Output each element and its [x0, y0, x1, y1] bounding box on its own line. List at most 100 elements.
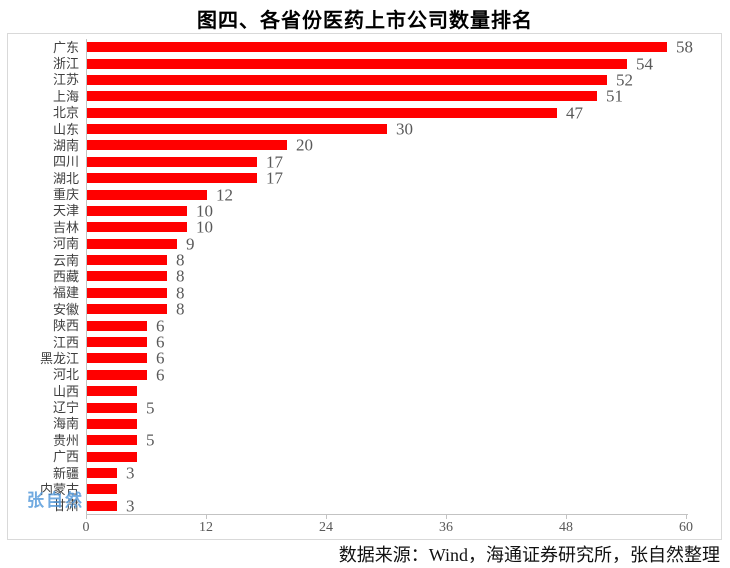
tick-label: 24 — [319, 520, 333, 535]
bar — [87, 287, 167, 298]
tick-mark — [206, 515, 207, 519]
category-label: 山西 — [52, 383, 79, 399]
bar — [87, 189, 207, 200]
value-label: 58 — [676, 37, 693, 57]
bar — [87, 402, 137, 413]
plot-frame: 广东 58 浙江 54 江苏 52 上海 51 北京 47 山东 30 湖南 20 四川 17 湖北 17 重庆 12… — [7, 33, 722, 540]
bar — [87, 156, 257, 167]
bar — [87, 91, 597, 102]
bar-row: 西藏 8 — [8, 266, 721, 286]
tick-mark — [566, 515, 567, 519]
bar — [87, 304, 167, 315]
bar-row: 山西 — [8, 383, 721, 399]
value-label: 10 — [196, 201, 213, 221]
value-label: 52 — [616, 70, 633, 90]
value-label: 9 — [186, 234, 195, 254]
bar-row: 河南 9 — [8, 234, 721, 254]
category-label: 上海 — [52, 88, 79, 104]
category-label: 山东 — [52, 121, 79, 137]
category-label: 湖南 — [52, 137, 79, 153]
category-label: 江西 — [52, 334, 79, 350]
category-label: 浙江 — [52, 56, 79, 72]
category-label: 重庆 — [52, 187, 79, 203]
tick-label: 48 — [559, 520, 573, 535]
bar — [87, 337, 147, 347]
category-label: 黑龙江 — [39, 350, 79, 366]
tick-label: 0 — [82, 520, 90, 535]
bar-row: 山东 30 — [8, 119, 721, 139]
value-label: 3 — [126, 496, 135, 516]
bar — [87, 500, 117, 511]
category-label: 辽宁 — [52, 400, 79, 416]
value-label: 3 — [126, 463, 135, 483]
category-label: 河北 — [52, 367, 79, 383]
value-label: 30 — [396, 119, 413, 139]
value-label: 5 — [146, 430, 155, 450]
value-label: 8 — [176, 250, 185, 270]
tick-mark — [86, 515, 87, 519]
bar-row: 内蒙古 — [8, 481, 721, 497]
value-label: 20 — [296, 135, 313, 155]
bar — [87, 42, 667, 53]
bar-row: 浙江 54 — [8, 54, 721, 74]
bar-row: 云南 8 — [8, 250, 721, 270]
bar — [87, 140, 287, 151]
category-label: 甘肃 — [52, 498, 79, 514]
bar — [87, 107, 557, 118]
bar — [87, 58, 627, 69]
value-label: 6 — [156, 365, 165, 385]
value-label: 8 — [176, 266, 185, 286]
category-label: 陕西 — [52, 318, 79, 334]
bar-row: 河北 6 — [8, 365, 721, 385]
bar-row: 贵州 5 — [8, 430, 721, 450]
bar-row: 江西 6 — [8, 332, 721, 352]
bar — [87, 418, 137, 429]
category-label: 北京 — [52, 105, 79, 121]
bar — [87, 451, 137, 462]
bar-row: 天津 10 — [8, 201, 721, 221]
category-label: 安徽 — [52, 301, 79, 317]
bar-row: 吉林 10 — [8, 219, 721, 236]
bar-row: 陕西 6 — [8, 317, 721, 334]
bar-row: 北京 47 — [8, 104, 721, 121]
value-label: 17 — [266, 168, 283, 188]
bar — [87, 271, 167, 282]
value-label: 6 — [156, 348, 165, 368]
tick-label: 12 — [199, 520, 213, 535]
watermark: 张自然 — [27, 491, 84, 510]
bar-row: 湖南 20 — [8, 135, 721, 155]
source-note: 数据来源：Wind，海通证券研究所，张自然整理 — [338, 545, 720, 565]
value-label: 8 — [176, 283, 185, 303]
x-axis-line — [86, 514, 688, 515]
category-label: 河南 — [52, 236, 79, 252]
bar — [87, 435, 137, 446]
bar-row: 福建 8 — [8, 283, 721, 303]
bar-row: 上海 51 — [8, 88, 721, 105]
bar-row: 重庆 12 — [8, 186, 721, 203]
bar — [87, 369, 147, 380]
category-label: 广东 — [52, 39, 79, 55]
tick-mark — [446, 515, 447, 519]
value-label: 6 — [156, 332, 165, 352]
bar-row: 新疆 3 — [8, 463, 721, 483]
category-label: 四川 — [52, 154, 79, 170]
bar-row: 黑龙江 6 — [8, 348, 721, 368]
value-label: 54 — [636, 54, 653, 74]
bar-row: 湖北 17 — [8, 168, 721, 188]
bar-row: 海南 — [8, 416, 721, 432]
bar — [87, 238, 177, 249]
value-label: 5 — [146, 398, 155, 418]
bar — [87, 255, 167, 266]
bar — [87, 124, 387, 135]
category-label: 福建 — [52, 285, 79, 301]
bar-row: 广西 — [8, 448, 721, 464]
bar-row: 安徽 8 — [8, 301, 721, 318]
bar — [87, 353, 147, 364]
y-axis-line — [86, 39, 87, 515]
bar-row: 甘肃 3 — [8, 496, 721, 516]
category-label: 江苏 — [52, 72, 79, 88]
tick-mark — [686, 515, 687, 519]
bar-row: 广东 58 — [8, 37, 721, 57]
category-label: 广西 — [52, 449, 79, 465]
tick-label: 36 — [439, 520, 453, 535]
